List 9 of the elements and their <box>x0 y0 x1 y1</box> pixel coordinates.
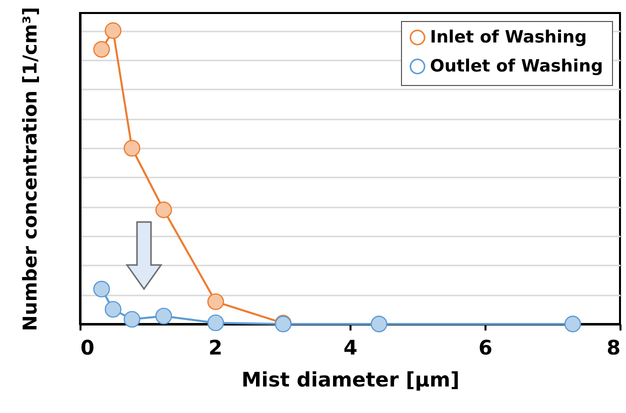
x-tick-label: 0 <box>80 336 94 360</box>
y-axis-title: Number concentration [1/cm³] <box>20 6 42 332</box>
legend-label: Outlet of Washing <box>430 56 604 76</box>
legend-label: Inlet of Washing <box>430 28 587 48</box>
x-tick-label: 6 <box>478 336 492 360</box>
x-tick-label: 4 <box>344 336 358 360</box>
x-axis-title: Mist diameter [μm] <box>241 368 460 392</box>
x-tick-label: 8 <box>606 336 620 360</box>
x-tick-label: 2 <box>208 336 222 360</box>
